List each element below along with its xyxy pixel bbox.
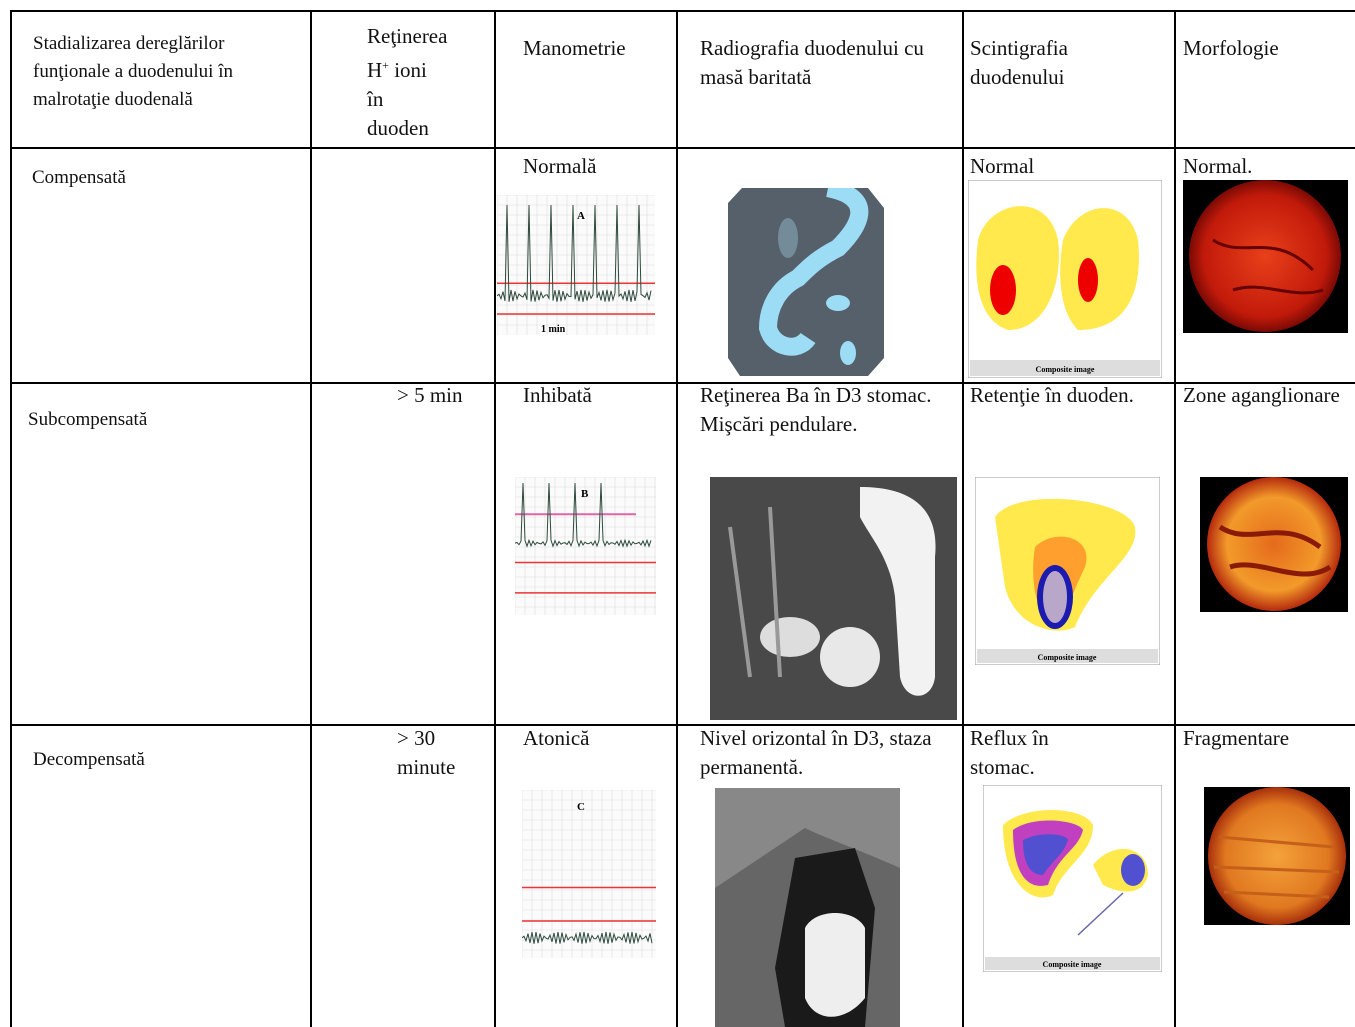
image-label: A xyxy=(577,210,585,222)
cell: Normal. xyxy=(1183,152,1252,181)
cell: > 5 min xyxy=(397,381,463,410)
cell: Atonică xyxy=(523,724,589,753)
scintigraphy-image: Composite image xyxy=(975,477,1160,665)
page: Stadializarea dereglărilor funţionale a … xyxy=(0,0,1355,1027)
header: Stadializarea dereglărilor funţionale a … xyxy=(33,30,283,114)
cell: Normal xyxy=(970,152,1034,181)
manometry-image: A 1 min xyxy=(497,195,655,335)
text: + xyxy=(382,58,389,72)
cell: Retenţie în duoden. xyxy=(970,381,1150,410)
image-label: B xyxy=(581,488,589,500)
rule xyxy=(494,10,496,1027)
text: în duoden xyxy=(367,85,407,143)
rule xyxy=(10,147,1355,149)
cell: Decompensată xyxy=(33,746,145,774)
scintigraphy-image: Composite image xyxy=(968,180,1162,378)
header: Manometrie xyxy=(523,34,626,63)
radiograph xyxy=(710,477,957,720)
cell: Zone aganglionare xyxy=(1183,381,1343,410)
rule xyxy=(1174,10,1176,1027)
rule xyxy=(10,10,1355,12)
radiograph xyxy=(715,788,900,1027)
image-caption: Composite image xyxy=(1036,365,1095,374)
cell: Compensată xyxy=(32,164,126,192)
image-label: C xyxy=(577,801,585,813)
cell: > 30 minute xyxy=(397,724,482,782)
morphology-image xyxy=(1183,180,1348,333)
text: Reţinerea xyxy=(367,22,477,51)
rule xyxy=(962,10,964,1027)
rule xyxy=(310,10,312,1027)
morphology-image xyxy=(1204,787,1350,925)
text: H xyxy=(367,58,382,82)
cell: Reflux în stomac. xyxy=(970,724,1110,782)
text: H+ ioni xyxy=(367,51,477,85)
cell: Inhibată xyxy=(523,381,592,410)
cell: Subcompensată xyxy=(28,406,147,434)
cell: Fragmentare xyxy=(1183,724,1289,753)
rule xyxy=(676,10,678,1027)
rule xyxy=(10,10,12,1027)
cell: Nivel orizontal în D3, staza permanentă. xyxy=(700,724,962,782)
text: ioni xyxy=(394,58,427,82)
manometry-image: B xyxy=(515,477,656,615)
morphology-image xyxy=(1200,477,1348,612)
manometry-image: C xyxy=(522,790,656,958)
radiograph xyxy=(728,188,884,376)
cell: Reţinerea Ba în D3 stomac. Mişcări pendu… xyxy=(700,381,955,439)
header: Reţinerea H+ ioni în duoden xyxy=(367,22,477,143)
rule xyxy=(10,724,1355,726)
header: Scintigrafia duodenului xyxy=(970,34,1120,92)
header: Radiografia duodenului cu masă baritată xyxy=(700,34,940,92)
rule xyxy=(10,382,1355,384)
image-caption: Composite image xyxy=(1043,960,1102,969)
image-caption: Composite image xyxy=(1038,653,1097,662)
cell: Normală xyxy=(523,152,596,181)
scintigraphy-image: Composite image xyxy=(983,785,1162,972)
header: Morfologie xyxy=(1183,34,1279,63)
image-label: 1 min xyxy=(541,324,566,335)
